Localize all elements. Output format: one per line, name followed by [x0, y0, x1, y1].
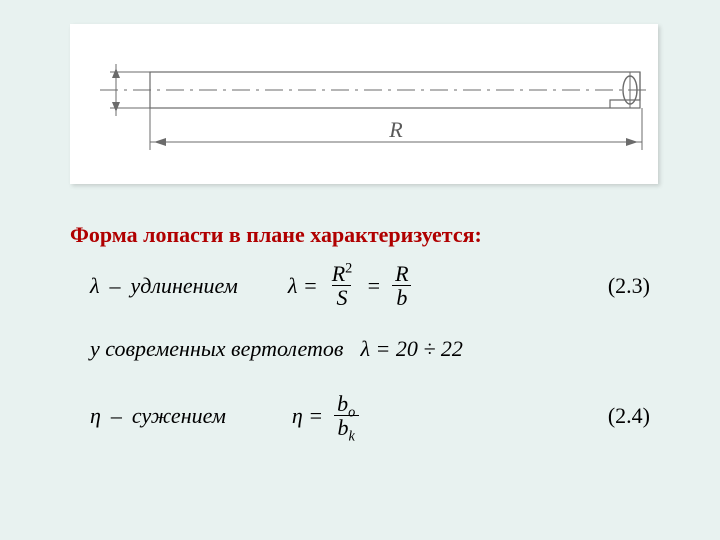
blade-svg: R: [70, 24, 658, 184]
note-expr: λ = 20 ÷ 22: [360, 336, 462, 361]
note-line: у современных вертолетов λ = 20 ÷ 22: [90, 336, 650, 362]
eqnum-2-3: (2.3): [608, 273, 650, 299]
page: R Форма лопасти в плане характеризуется:…: [0, 0, 720, 540]
lambda-symbol: λ: [90, 273, 100, 299]
frac-bo-bk: bo bk: [333, 392, 359, 439]
figure-label-R: R: [388, 117, 403, 142]
term-udlinenie: удлинением: [131, 273, 238, 299]
heading: Форма лопасти в плане характеризуется:: [70, 222, 482, 248]
eta-symbol: η: [90, 403, 101, 429]
eqnum-2-4: (2.4): [608, 403, 650, 429]
eta-eq: η =: [292, 403, 323, 429]
frac-R-b: R b: [391, 262, 412, 309]
equation-2-3: λ – удлинением λ = R2 S = R b (2.3): [90, 262, 650, 309]
frac-R2-S: R2 S: [328, 262, 357, 309]
dash: –: [110, 273, 121, 299]
equals-1: =: [366, 273, 381, 299]
term-suzhenie: сужением: [132, 403, 226, 429]
dash-2: –: [111, 403, 122, 429]
equation-2-4: η – сужением η = bo bk (2.4): [90, 392, 650, 439]
note-prefix: у современных вертолетов: [90, 336, 343, 361]
lambda-eq: λ =: [288, 273, 318, 299]
blade-figure: R: [70, 24, 658, 184]
